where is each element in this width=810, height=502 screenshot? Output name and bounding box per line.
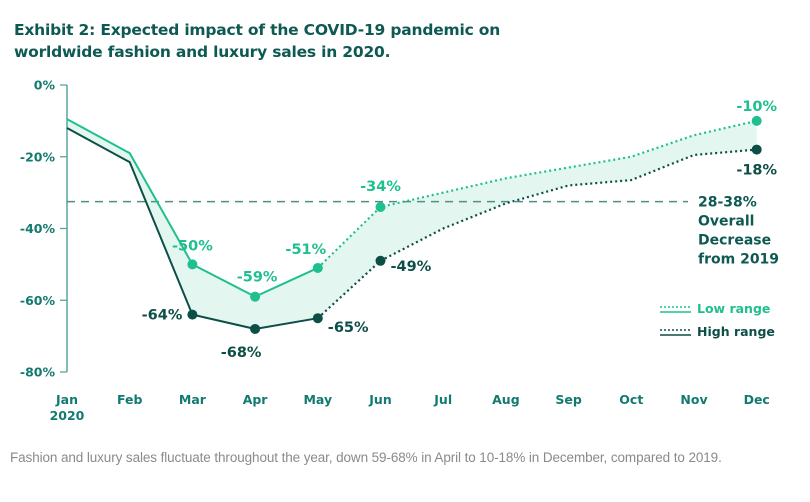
legend-item-high: High range [660,324,775,339]
range-band [67,119,757,329]
x-tick-label: May [303,392,332,407]
low-range-marker [250,291,261,302]
high-range-marker [375,255,386,266]
y-tick-label: -80% [20,365,56,380]
low-range-data-label: -59% [237,270,278,286]
x-tick-label: Sep [555,392,581,407]
high-range-data-label: -68% [221,345,262,361]
low-range-marker [375,201,386,212]
y-tick-label: -60% [20,293,56,308]
x-tick-label: Mar [179,392,207,407]
y-tick-label: 0% [34,78,56,93]
x-tick-label: Dec [744,392,770,407]
high-range-line-projected [317,148,757,319]
legend-label: Low range [697,301,770,316]
legend-label: High range [697,324,775,339]
low-range-marker [187,259,198,270]
reference-annotation: 28-38% Overall Decrease from 2019 [698,195,779,268]
low-range-marker [751,115,762,126]
high-range-marker [187,309,198,320]
high-range-data-label: -18% [736,163,777,179]
x-tick-label: Jul [433,392,452,407]
y-tick-label: -20% [20,149,56,164]
low-range-data-label: -51% [285,242,326,258]
x-tick-label: Feb [117,392,143,407]
high-range-data-label: -64% [142,308,183,324]
high-range-marker [751,144,762,155]
chart-svg: 0% -20% -40% -60% -80% Jan 2020 Feb Mar Apr May Jun… [20,78,779,424]
x-tick-label: Nov [680,392,707,407]
low-range-marker [312,262,323,273]
high-range-marker [312,313,323,324]
chart-title: Exhibit 2: Expected impact of the COVID-… [14,21,501,61]
low-range-data-label: -34% [360,179,401,195]
x-tick-label: Aug [492,392,520,407]
low-range-data-label: -10% [736,99,777,115]
x-tick-label: Apr [243,392,269,407]
high-range-data-label: -65% [328,320,369,336]
y-tick-label: -40% [20,221,56,236]
chart-caption: Fashion and luxury sales fluctuate throu… [10,450,722,465]
x-tick-label: Jan 2020 [50,392,85,423]
high-range-data-label: -49% [391,259,432,275]
low-range-data-label: -50% [172,238,213,254]
legend-item-low: Low range [660,301,770,316]
x-tick-label: Jun [368,392,391,407]
high-range-marker [250,323,261,334]
x-tick-label: Oct [619,392,643,407]
